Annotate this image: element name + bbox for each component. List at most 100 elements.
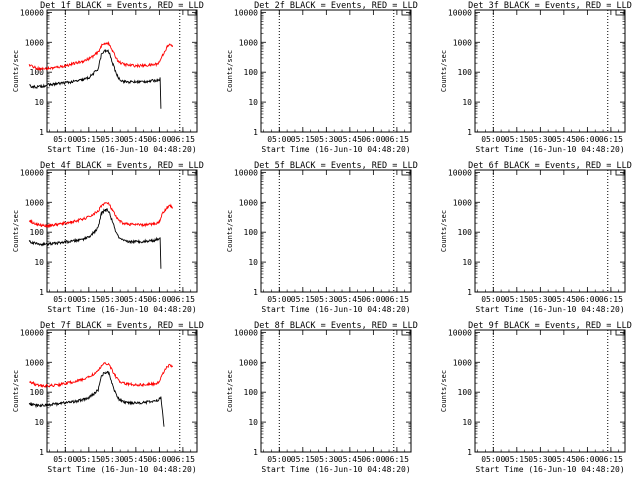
y-tick-label: 10 [248,418,258,427]
x-tick-label: 05:15 [77,295,101,304]
y-tick-label: 100 [458,388,473,397]
y-tick-label: 10000 [234,328,258,337]
x-tick-label: 06:00 [361,135,385,144]
x-tick-label: 05:15 [505,135,529,144]
x-tick-label: 05:15 [77,135,101,144]
y-tick-label: 10 [34,98,44,107]
x-tick-label: 05:15 [291,135,315,144]
x-tick-label: 06:15 [385,295,409,304]
panel-title: Det 4f BLACK = Events, RED = LLD [40,161,204,171]
x-axis-label: Start Time (16-Jun-10 04:48:20) [261,465,410,474]
x-tick-label: 05:30 [100,295,124,304]
panel-det-7: Det 7f BLACK = Events, RED = LLD 1 10 100 10… [12,321,204,474]
y-tick-label: 1000 [453,38,472,47]
x-tick-label: 05:30 [100,135,124,144]
panel-det-8: Det 8f BLACK = Events, RED = LLD 1 10 100 10… [226,321,418,474]
x-tick-label: 05:00 [53,295,77,304]
x-tick-label: 06:15 [385,135,409,144]
y-axis-label: Counts/sec [226,210,234,252]
x-tick-label: 05:00 [481,295,505,304]
x-tick-label: 06:00 [147,295,171,304]
y-tick-label: 100 [244,68,259,77]
y-tick-label: 1 [253,288,258,297]
lld-series-line [28,40,174,72]
x-tick-label: 05:30 [314,295,338,304]
y-tick-label: 100 [30,388,45,397]
x-tick-label: 05:45 [552,135,576,144]
x-tick-label: 05:00 [481,135,505,144]
y-tick-label: 10 [462,258,472,267]
x-tick-label: 05:45 [124,295,148,304]
lld-series-line [28,202,173,229]
x-axis-label: Start Time (16-Jun-10 04:48:20) [47,305,196,314]
x-tick-label: 05:15 [291,295,315,304]
plot-frame [474,329,626,453]
y-tick-label: 10 [248,258,258,267]
x-tick-label: 06:00 [575,135,599,144]
y-tick-label: 10 [462,98,472,107]
y-tick-label: 1 [39,128,44,137]
panel-det-5: Det 5f BLACK = Events, RED = LLD 1 10 100 10… [226,161,418,314]
panel-title: Det 5f BLACK = Events, RED = LLD [254,161,418,171]
x-tick-label: 05:00 [53,455,77,464]
x-tick-label: 06:15 [171,135,195,144]
y-tick-label: 1000 [453,358,472,367]
y-tick-label: 100 [458,228,473,237]
panel-det-4: Det 4f BLACK = Events, RED = LLD 1 10 100 10… [12,161,204,314]
x-tick-label: 06:15 [385,455,409,464]
y-tick-label: 100 [244,228,259,237]
y-tick-label: 1 [467,288,472,297]
panel-title: Det 6f BLACK = Events, RED = LLD [468,161,632,171]
y-tick-label: 10 [34,418,44,427]
y-tick-label: 10000 [448,168,472,177]
plot-frame [260,9,412,133]
panel-det-9: Det 9f BLACK = Events, RED = LLD11010010… [28,321,632,474]
x-tick-label: 06:00 [575,295,599,304]
x-axis-label: Start Time (16-Jun-10 04:48:20) [475,465,624,474]
plot-frame [46,169,198,293]
plot-frame [474,169,626,293]
panel-det-3: Det 3f BLACK = Events, RED = LLD11010010… [28,1,632,154]
x-tick-label: 05:15 [505,295,529,304]
y-tick-label: 1 [39,288,44,297]
x-tick-label: 06:15 [599,295,623,304]
x-tick-label: 05:15 [505,455,529,464]
x-tick-label: 05:00 [481,455,505,464]
y-tick-label: 1000 [453,198,472,207]
panel-title: Det 1f BLACK = Events, RED = LLD [40,1,204,11]
x-tick-label: 06:00 [147,135,171,144]
plot-frame [474,9,626,133]
y-axis-label: Counts/sec [226,370,234,412]
y-axis-label: Counts/sec [440,370,448,412]
panel-title: Det 2f BLACK = Events, RED = LLD [254,1,418,11]
x-tick-label: 05:45 [124,135,148,144]
x-tick-label: 06:15 [171,455,195,464]
y-tick-label: 1 [467,448,472,457]
x-axis-label: Start Time (16-Jun-10 04:48:20) [47,145,196,154]
panel-det-2: Det 2f BLACK = Events, RED = LLD 1 10 100 10… [226,1,418,154]
y-tick-label: 10 [34,258,44,267]
y-axis-label: Counts/sec [440,50,448,92]
y-tick-label: 10000 [448,8,472,17]
y-tick-label: 1 [253,128,258,137]
y-tick-label: 10 [462,418,472,427]
x-axis-label: Start Time (16-Jun-10 04:48:20) [261,305,410,314]
y-tick-label: 10000 [20,328,44,337]
x-tick-label: 05:45 [124,455,148,464]
x-axis-label: Start Time (16-Jun-10 04:48:20) [47,465,196,474]
panel-title: Det 3f BLACK = Events, RED = LLD [468,1,632,11]
x-tick-label: 05:30 [314,455,338,464]
plot-frame [46,9,198,133]
panel-title: Det 9f BLACK = Events, RED = LLD [468,321,632,331]
x-tick-label: 05:15 [291,455,315,464]
x-tick-label: 06:00 [575,455,599,464]
panel-title: Det 8f BLACK = Events, RED = LLD [254,321,418,331]
x-tick-label: 06:15 [171,295,195,304]
y-tick-label: 1 [253,448,258,457]
x-tick-label: 06:00 [147,455,171,464]
y-axis-label: Counts/sec [440,210,448,252]
y-tick-label: 10000 [234,8,258,17]
x-tick-label: 06:00 [361,295,385,304]
